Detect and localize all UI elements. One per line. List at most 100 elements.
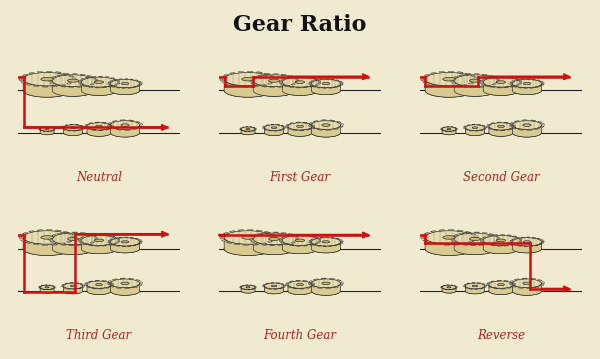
Polygon shape xyxy=(256,72,262,73)
Ellipse shape xyxy=(68,79,79,82)
Polygon shape xyxy=(239,129,241,130)
Polygon shape xyxy=(102,280,106,281)
Ellipse shape xyxy=(253,243,295,255)
Ellipse shape xyxy=(45,287,49,288)
Ellipse shape xyxy=(447,129,451,130)
Ellipse shape xyxy=(466,288,485,294)
Ellipse shape xyxy=(253,85,295,96)
Polygon shape xyxy=(281,125,284,126)
Polygon shape xyxy=(532,237,536,238)
Polygon shape xyxy=(513,125,515,126)
Polygon shape xyxy=(473,238,477,240)
Polygon shape xyxy=(87,285,111,295)
Polygon shape xyxy=(108,281,112,282)
Polygon shape xyxy=(284,85,288,87)
Ellipse shape xyxy=(23,242,71,256)
Polygon shape xyxy=(314,243,318,244)
Polygon shape xyxy=(69,245,73,246)
Polygon shape xyxy=(481,242,485,243)
Polygon shape xyxy=(86,286,91,288)
Ellipse shape xyxy=(425,73,473,86)
Polygon shape xyxy=(258,233,263,234)
Ellipse shape xyxy=(64,125,83,131)
Polygon shape xyxy=(71,238,75,240)
Polygon shape xyxy=(338,244,341,245)
Polygon shape xyxy=(135,80,138,81)
Ellipse shape xyxy=(311,121,340,130)
Polygon shape xyxy=(220,76,224,78)
Polygon shape xyxy=(339,81,342,82)
Polygon shape xyxy=(514,244,517,246)
Polygon shape xyxy=(310,85,313,86)
Ellipse shape xyxy=(271,127,277,129)
Ellipse shape xyxy=(295,239,305,242)
Polygon shape xyxy=(456,243,461,244)
Polygon shape xyxy=(67,241,72,243)
Polygon shape xyxy=(250,81,253,82)
Polygon shape xyxy=(334,286,339,288)
Polygon shape xyxy=(108,240,110,241)
Polygon shape xyxy=(107,125,110,127)
Polygon shape xyxy=(282,237,286,238)
Polygon shape xyxy=(482,78,487,80)
Polygon shape xyxy=(113,79,118,80)
Polygon shape xyxy=(492,84,496,85)
Ellipse shape xyxy=(110,129,140,137)
Ellipse shape xyxy=(322,124,330,126)
Polygon shape xyxy=(470,233,475,235)
Polygon shape xyxy=(496,240,499,241)
Polygon shape xyxy=(514,86,517,87)
Polygon shape xyxy=(443,285,445,286)
Ellipse shape xyxy=(110,87,140,95)
Polygon shape xyxy=(334,245,337,246)
Polygon shape xyxy=(303,122,307,123)
Polygon shape xyxy=(113,85,118,86)
Polygon shape xyxy=(314,79,318,80)
Ellipse shape xyxy=(523,282,531,285)
Ellipse shape xyxy=(246,287,250,288)
Polygon shape xyxy=(542,282,544,283)
Polygon shape xyxy=(128,278,134,279)
Polygon shape xyxy=(313,86,316,87)
Polygon shape xyxy=(313,121,319,122)
Polygon shape xyxy=(424,232,430,234)
Polygon shape xyxy=(485,127,487,128)
Polygon shape xyxy=(77,244,82,246)
Polygon shape xyxy=(112,279,118,280)
Polygon shape xyxy=(482,74,487,75)
Polygon shape xyxy=(329,278,335,279)
Polygon shape xyxy=(454,81,496,96)
Polygon shape xyxy=(464,284,466,285)
Ellipse shape xyxy=(443,236,455,239)
Polygon shape xyxy=(110,84,140,94)
Ellipse shape xyxy=(40,285,54,289)
Polygon shape xyxy=(234,85,240,87)
Ellipse shape xyxy=(87,287,111,295)
Polygon shape xyxy=(253,234,257,236)
Polygon shape xyxy=(133,87,136,88)
Polygon shape xyxy=(507,235,511,236)
Polygon shape xyxy=(85,126,87,127)
Polygon shape xyxy=(459,233,464,234)
Polygon shape xyxy=(492,242,496,243)
Polygon shape xyxy=(80,283,83,284)
Polygon shape xyxy=(540,126,544,128)
Polygon shape xyxy=(497,87,502,88)
Polygon shape xyxy=(284,244,288,245)
Polygon shape xyxy=(81,78,85,80)
Polygon shape xyxy=(94,81,97,83)
Polygon shape xyxy=(494,130,498,131)
Polygon shape xyxy=(341,241,343,242)
Polygon shape xyxy=(137,86,140,87)
Polygon shape xyxy=(64,128,83,136)
Polygon shape xyxy=(57,233,62,234)
Polygon shape xyxy=(33,243,39,245)
Polygon shape xyxy=(282,241,318,254)
Polygon shape xyxy=(421,237,424,239)
Polygon shape xyxy=(316,79,320,80)
Polygon shape xyxy=(487,126,489,127)
Polygon shape xyxy=(515,238,519,239)
Polygon shape xyxy=(221,240,226,242)
Polygon shape xyxy=(272,80,276,82)
Polygon shape xyxy=(542,123,544,125)
